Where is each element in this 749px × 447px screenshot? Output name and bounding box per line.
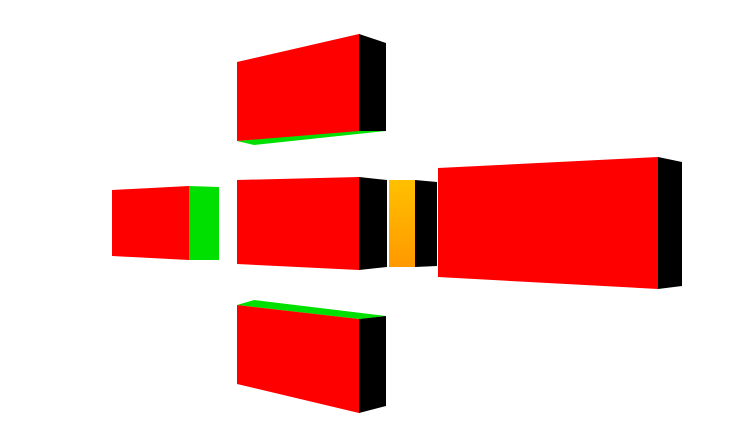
center-block-front-face <box>237 177 359 270</box>
right-block-side-face <box>658 157 682 289</box>
top-block-bottom-face <box>237 129 386 145</box>
left-block-front-face <box>112 186 189 260</box>
right-block-front-face <box>438 157 658 289</box>
connector-block-front-face <box>389 180 415 267</box>
top-block <box>237 34 386 145</box>
top-block-front-face <box>237 34 359 141</box>
center-block-side-face <box>359 177 387 270</box>
top-block-side-face <box>359 34 386 131</box>
connector-block <box>389 180 437 267</box>
center-block <box>237 177 387 270</box>
connector-block-side-face <box>415 180 437 267</box>
bottom-block-front-face <box>237 305 359 413</box>
bottom-block-top-face <box>237 300 386 319</box>
left-block-side-face <box>189 186 219 260</box>
bottom-block <box>237 300 386 413</box>
right-block <box>438 157 682 289</box>
bottom-block-side-face <box>359 316 386 413</box>
left-block <box>112 186 219 260</box>
